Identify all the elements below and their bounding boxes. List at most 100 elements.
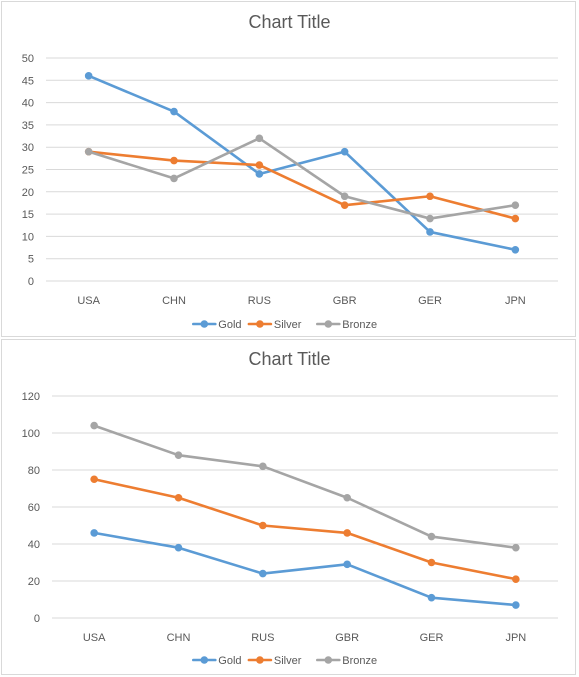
legend-swatch-marker <box>200 656 209 664</box>
series-bronze <box>90 421 520 552</box>
data-point <box>427 558 436 567</box>
legend-item-silver: Silver <box>247 319 302 331</box>
y-tick-label: 20 <box>22 187 34 199</box>
y-tick-label: 15 <box>22 209 34 221</box>
y-tick-label: 25 <box>22 165 34 177</box>
data-point <box>255 161 264 169</box>
gridlines <box>52 395 558 619</box>
y-tick-label: 30 <box>22 142 34 154</box>
x-tick-label: USA <box>77 295 100 307</box>
y-tick-label: 100 <box>22 428 40 440</box>
data-point <box>174 451 183 459</box>
data-point <box>340 192 349 201</box>
data-point <box>90 475 98 484</box>
data-point <box>170 107 178 116</box>
legend-label: Silver <box>274 655 302 667</box>
gridlines <box>46 57 558 282</box>
y-tick-label: 20 <box>28 576 40 588</box>
y-tick-label: 0 <box>34 613 40 625</box>
chart-2: Chart Title 0 20 40 60 80 100 120 USA CHN RUS GBR… <box>22 349 558 667</box>
y-tick-label: 50 <box>22 53 34 65</box>
series-line <box>92 424 518 549</box>
data-point <box>512 575 520 583</box>
x-tick-label: GER <box>420 632 444 644</box>
series-line <box>92 477 518 581</box>
chart-panel-2: Chart Title 0 20 40 60 80 100 120 USA CHN RUS GBR… <box>1 339 576 675</box>
x-axis: USA CHN RUS GBR GER JPN <box>83 632 526 644</box>
data-point <box>170 174 178 183</box>
series-bronze <box>84 134 520 223</box>
data-point <box>259 569 267 578</box>
y-tick-label: 120 <box>22 391 40 403</box>
y-tick-label: 45 <box>22 75 34 87</box>
data-point <box>174 543 183 552</box>
data-point <box>511 245 520 254</box>
data-point <box>426 214 434 223</box>
series-silver <box>90 475 520 583</box>
series-gold <box>84 72 520 254</box>
legend-swatch-marker <box>200 320 209 328</box>
legend-swatch-marker <box>256 320 264 328</box>
y-tick-label: 35 <box>22 120 34 132</box>
data-point <box>90 529 98 537</box>
x-tick-label: RUS <box>248 295 271 307</box>
y-tick-label: 5 <box>28 254 34 266</box>
series-line <box>87 74 517 252</box>
series-group <box>90 421 520 609</box>
data-point <box>343 529 351 537</box>
y-tick-label: 60 <box>28 502 40 514</box>
series-line <box>87 150 517 220</box>
y-tick-label: 40 <box>22 98 34 110</box>
legend-swatch-marker <box>324 320 333 328</box>
legend: Gold Silver Bronze <box>192 655 377 667</box>
legend-label: Gold <box>218 319 241 331</box>
legend-label: Bronze <box>342 319 377 331</box>
series-group <box>84 72 520 254</box>
legend-swatch-marker <box>324 656 333 664</box>
y-tick-label: 10 <box>22 231 34 243</box>
legend-label: Bronze <box>342 655 377 667</box>
chart-panel-1: Chart Title 0 5 10 15 20 25 30 35 40 45 50 USA CHN R… <box>1 1 576 337</box>
y-tick-label: 80 <box>28 465 40 477</box>
legend-swatch-marker <box>256 656 264 664</box>
chart-1: Chart Title 0 5 10 15 20 25 30 35 40 45 50 USA CHN R… <box>22 12 558 331</box>
x-tick-label: JPN <box>505 632 526 644</box>
data-point <box>340 147 349 156</box>
x-tick-label: GER <box>418 295 442 307</box>
legend-item-gold: Gold <box>192 319 242 331</box>
data-point <box>427 593 436 602</box>
x-tick-label: USA <box>83 632 106 644</box>
y-axis: 0 5 10 15 20 25 30 35 40 45 50 <box>22 53 34 288</box>
data-point <box>512 543 520 552</box>
data-point <box>174 493 183 502</box>
series-silver <box>84 147 520 223</box>
series-gold <box>90 529 520 609</box>
x-tick-label: CHN <box>167 632 191 644</box>
legend-item-gold: Gold <box>192 655 242 667</box>
data-point <box>255 134 264 143</box>
data-point <box>512 601 520 609</box>
data-point <box>340 201 349 209</box>
legend-item-silver: Silver <box>247 655 302 667</box>
series-line <box>92 531 518 607</box>
data-point <box>511 201 520 209</box>
y-axis: 0 20 40 60 80 100 120 <box>22 391 40 625</box>
y-tick-label: 40 <box>28 539 40 551</box>
data-point <box>259 462 267 471</box>
x-tick-label: GBR <box>333 295 357 307</box>
legend-item-bronze: Bronze <box>315 655 377 667</box>
data-point <box>84 147 93 156</box>
data-point <box>426 228 434 236</box>
legend-label: Silver <box>274 319 302 331</box>
y-tick-label: 0 <box>28 276 34 288</box>
x-tick-label: JPN <box>505 295 526 307</box>
series-line <box>87 136 517 220</box>
data-point <box>259 521 267 530</box>
data-point <box>84 72 93 80</box>
x-tick-label: CHN <box>162 295 186 307</box>
x-tick-label: GBR <box>335 632 359 644</box>
x-tick-label: RUS <box>251 632 274 644</box>
x-axis: USA CHN RUS GBR GER JPN <box>77 295 525 307</box>
data-point <box>343 560 351 569</box>
legend: Gold Silver Bronze <box>192 319 377 331</box>
